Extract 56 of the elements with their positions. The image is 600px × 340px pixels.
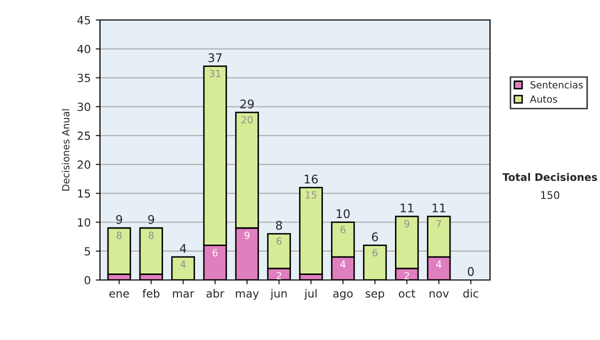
text: Total Decisiones <box>502 172 598 182</box>
y-tick-label: 40 <box>77 44 90 54</box>
x-tick-label: ene <box>109 291 129 298</box>
data-label: 6 <box>212 248 218 256</box>
total-label: 16 <box>304 174 318 184</box>
y-tick-label: 10 <box>78 218 90 227</box>
total-label: 9 <box>148 215 154 224</box>
data-label: 2 <box>276 272 282 280</box>
text: 150 <box>541 191 560 200</box>
total-label: 6 <box>372 232 378 242</box>
data-label: 15 <box>306 191 316 199</box>
x-tick-label: may <box>236 291 259 300</box>
data-label: 8 <box>116 232 122 239</box>
y-axis-title: Decisiones Anual <box>62 109 70 191</box>
y-tick-label: 25 <box>78 132 90 140</box>
x-tick-label: feb <box>142 289 160 298</box>
data-label: 6 <box>276 237 282 245</box>
y-tick-label: 5 <box>84 247 90 256</box>
total-label: 11 <box>432 204 446 212</box>
data-label: 6 <box>340 226 346 234</box>
legend-label: Autos <box>530 96 558 103</box>
data-label: 4 <box>436 260 442 268</box>
x-tick-label: oct <box>398 290 416 298</box>
legend-label: Sentencias <box>530 80 583 88</box>
y-tick-label: 45 <box>77 16 90 24</box>
data-label: 9 <box>244 232 250 239</box>
data-label: 31 <box>210 70 220 78</box>
x-tick-label: nov <box>430 291 449 298</box>
y-tick-label: 20 <box>78 160 90 169</box>
x-tick-label: mar <box>173 291 194 298</box>
data-label: 6 <box>372 248 378 256</box>
data-label: 8 <box>148 232 154 239</box>
total-label: 11 <box>400 204 414 212</box>
x-tick-label: dic <box>463 289 478 298</box>
data-label: 20 <box>242 116 253 124</box>
y-tick-label: 35 <box>78 74 90 82</box>
total-label: 0 <box>468 267 474 276</box>
data-label: 4 <box>180 260 186 268</box>
x-tick-label: jun <box>270 289 287 300</box>
x-tick-label: ago <box>333 291 353 300</box>
total-label: 4 <box>180 244 186 253</box>
total-label: 29 <box>240 99 254 108</box>
x-tick-label: sep <box>366 291 384 300</box>
data-label: 7 <box>436 220 442 228</box>
y-tick-label: 15 <box>78 189 90 198</box>
total-label: 9 <box>116 215 122 224</box>
data-label: 4 <box>340 260 346 268</box>
data-label: 9 <box>404 220 410 228</box>
total-label: 8 <box>276 220 282 230</box>
y-tick-label: 0 <box>84 276 90 284</box>
total-label: 10 <box>336 209 350 218</box>
x-tick-label: abr <box>206 289 224 298</box>
data-label: 2 <box>404 272 410 280</box>
total-label: 37 <box>208 53 222 62</box>
y-tick-label: 30 <box>78 102 90 112</box>
x-tick-label: jul <box>304 289 317 300</box>
